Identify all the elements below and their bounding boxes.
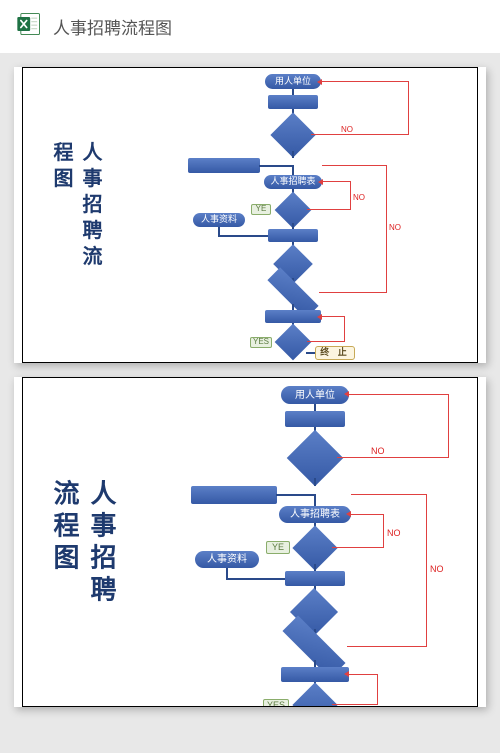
- node-data: 人事资料: [193, 213, 245, 227]
- node-rect-3: [268, 229, 318, 242]
- page-title: 人事招聘流程图: [53, 14, 172, 39]
- node-rect-4b: [281, 667, 349, 682]
- node-rect-3b: [285, 571, 345, 586]
- node-start: 用人单位: [265, 74, 321, 89]
- edge-label-no-2b: NO: [387, 528, 401, 538]
- node-data-2: 人事资料: [195, 551, 259, 568]
- node-decision-5b: [292, 682, 337, 707]
- node-decision-5: [275, 324, 312, 361]
- edge-label-no-1: NO: [341, 125, 353, 134]
- flowchart-canvas-2: 用人单位 NO 人事招聘表: [23, 378, 477, 706]
- node-rect-1b: [285, 411, 345, 427]
- edge-label-no-3b: NO: [430, 564, 444, 574]
- node-rect-2b: [191, 486, 277, 504]
- node-start-2: 用人单位: [281, 386, 349, 404]
- yes-box-1b: YE: [266, 541, 290, 554]
- edge-label-no-3: NO: [389, 223, 401, 232]
- flowchart-canvas: 用人单位 NO 人事招聘表: [23, 68, 477, 362]
- node-form: 人事招聘表: [264, 175, 322, 189]
- excel-icon: [15, 10, 43, 43]
- node-rect-4: [265, 310, 321, 323]
- preview-panel-top: 人事招聘流程图 用人单位 NO: [14, 67, 486, 363]
- node-terminal: 终 止: [315, 346, 355, 360]
- node-rect-2: [188, 158, 260, 173]
- yes-box-1: YE: [251, 204, 271, 215]
- edge-label-no-1b: NO: [371, 446, 385, 456]
- page-header: 人事招聘流程图: [0, 0, 500, 53]
- edge-label-no-2: NO: [353, 193, 365, 202]
- node-form-2: 人事招聘表: [279, 506, 351, 523]
- preview-panel-bottom: 人事招聘流程图 用人单位 NO 人事招聘: [14, 377, 486, 707]
- node-rect-1: [268, 95, 318, 109]
- yes-box-2: YES: [250, 337, 272, 348]
- yes-box-2b: YES: [263, 699, 289, 707]
